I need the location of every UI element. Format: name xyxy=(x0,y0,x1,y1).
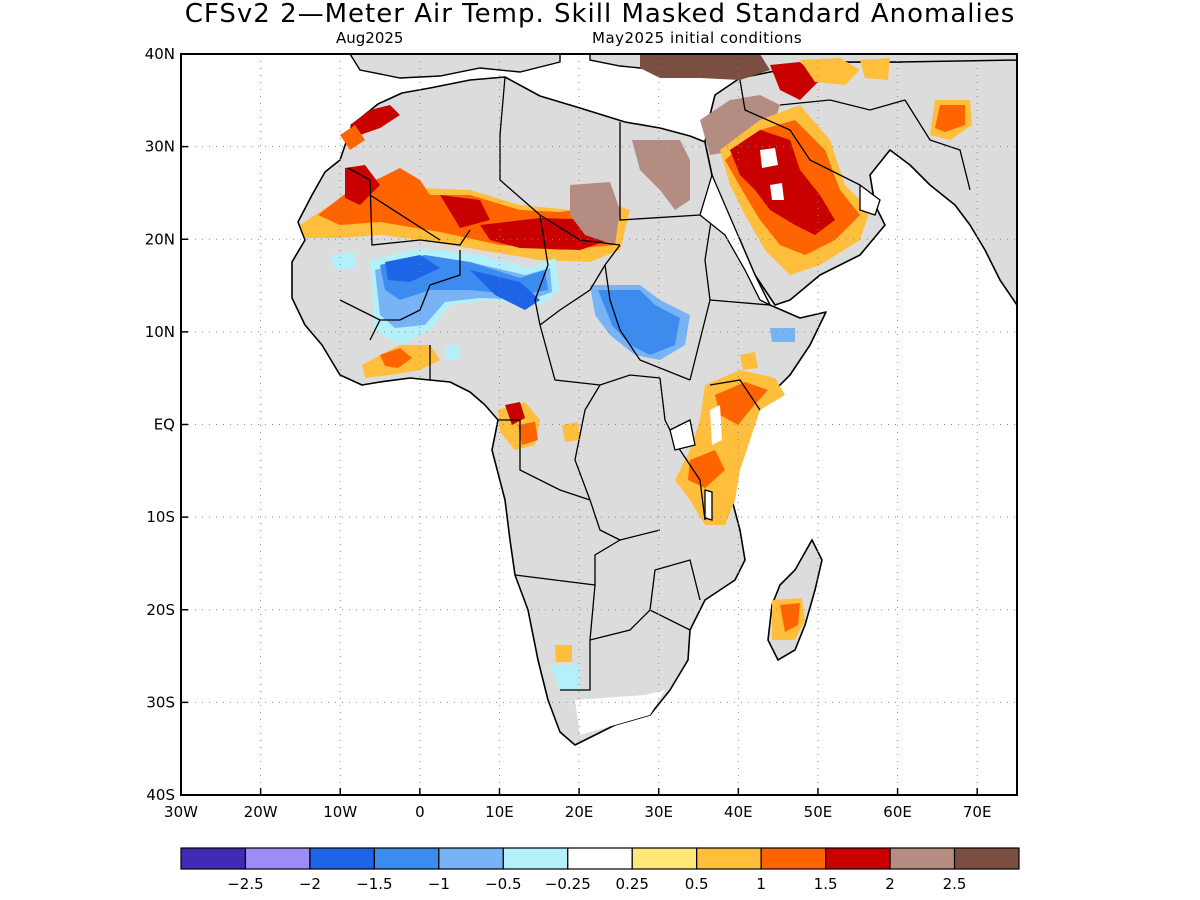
colorbar-label: 1 xyxy=(756,875,766,893)
lat-tick-label: 30N xyxy=(145,138,175,156)
colorbar-label: −1.5 xyxy=(356,875,392,893)
cold-anomaly-patches xyxy=(330,248,690,360)
lon-tick-label: 20W xyxy=(244,803,278,821)
lat-tick-label: 20S xyxy=(146,601,175,619)
colorbar-swatch xyxy=(825,847,891,870)
colorbar-swatch xyxy=(180,847,247,870)
anomaly-patches xyxy=(300,54,972,735)
colorbar-label: 1.5 xyxy=(814,875,838,893)
africa-landmass xyxy=(291,76,827,746)
lon-tick-label: 20E xyxy=(565,803,594,821)
colorbar-swatch xyxy=(760,847,827,870)
colorbar-swatch xyxy=(953,847,1020,870)
valid-month-label: Aug2025 xyxy=(336,29,404,47)
lat-tick-label: 10N xyxy=(145,323,175,341)
longitude-axis: 30W 20W 10W 0 10E 20E 30E 40E 50E 60E 70E xyxy=(164,788,991,821)
colorbar-swatch xyxy=(567,847,633,870)
europe-coast xyxy=(349,54,561,79)
initial-conditions-label: May2025 initial conditions xyxy=(592,29,803,47)
colorbar-swatch xyxy=(889,847,956,870)
lat-tick-label: 40S xyxy=(146,786,175,804)
colorbar-swatch xyxy=(373,847,440,870)
colorbar-swatch xyxy=(438,847,504,870)
colorbar-label: −2.5 xyxy=(227,875,263,893)
lon-tick-label: 50E xyxy=(804,803,833,821)
lat-tick-label: 40N xyxy=(145,45,175,63)
colorbar-label: −1 xyxy=(428,875,450,893)
colorbar-label: 0.5 xyxy=(685,875,709,893)
lon-tick-label: 30W xyxy=(164,803,198,821)
lat-tick-label: EQ xyxy=(154,416,175,434)
lon-tick-label: 70E xyxy=(963,803,992,821)
colorbar-swatch xyxy=(631,847,698,870)
land-layer xyxy=(291,54,1017,746)
lon-tick-label: 10E xyxy=(485,803,514,821)
lon-tick-label: 40E xyxy=(724,803,753,821)
water-bodies xyxy=(669,173,881,521)
colorbar-swatch xyxy=(502,847,569,870)
colorbar: −2.5 −2 −1.5 −1 −0.5 −0.25 0.25 0.5 1 1.5 2 2.5 xyxy=(180,847,1020,893)
lon-tick-label: 60E xyxy=(883,803,912,821)
colorbar-swatch xyxy=(309,847,375,870)
lat-tick-label: 30S xyxy=(146,693,175,711)
latitude-axis: 40N 30N 20N 10N EQ 10S 20S 30S 40S xyxy=(145,45,188,804)
lon-tick-label: 10W xyxy=(323,803,357,821)
colorbar-label: 2 xyxy=(885,875,895,893)
colorbar-swatch xyxy=(244,847,311,870)
colorbar-swatch xyxy=(696,847,762,870)
colorbar-label: −0.25 xyxy=(545,875,591,893)
colorbar-label: −0.5 xyxy=(485,875,521,893)
colorbar-label: 0.25 xyxy=(616,875,649,893)
map-title: CFSv2 2—Meter Air Temp. Skill Masked Sta… xyxy=(184,0,1016,29)
colorbar-label: −2 xyxy=(299,875,321,893)
lon-tick-label: 30E xyxy=(644,803,673,821)
lat-tick-label: 10S xyxy=(146,508,175,526)
colorbar-label: 2.5 xyxy=(943,875,967,893)
lat-tick-label: 20N xyxy=(145,230,175,248)
lon-tick-label: 0 xyxy=(415,803,425,821)
